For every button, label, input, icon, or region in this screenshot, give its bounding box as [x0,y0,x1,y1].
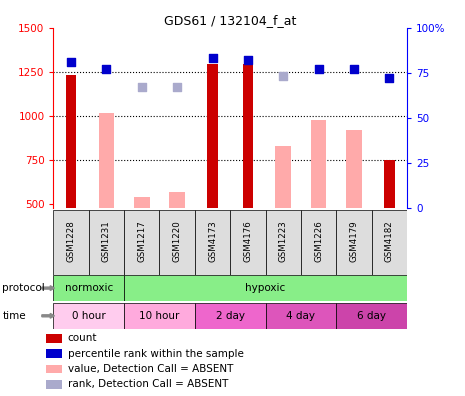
Bar [336,303,407,329]
Text: GSM4179: GSM4179 [349,221,359,262]
Bar [336,210,372,275]
Bar [89,210,124,275]
Text: GSM1220: GSM1220 [173,220,182,262]
Bar [124,210,159,275]
Bar [372,210,407,275]
Point [244,57,252,63]
Text: normoxic: normoxic [65,283,113,293]
Bar [46,334,61,343]
Text: GSM4173: GSM4173 [208,220,217,262]
Bar [384,160,394,208]
Text: GSM1226: GSM1226 [314,220,323,262]
Bar [66,75,76,208]
Bar [230,210,266,275]
Text: 2 day: 2 day [216,311,245,321]
Bar [53,210,89,275]
Text: 0 hour: 0 hour [72,311,106,321]
Point [315,66,322,72]
Text: rank, Detection Call = ABSENT: rank, Detection Call = ABSENT [67,379,228,389]
Point [350,66,358,72]
Bar [243,64,253,208]
Bar [195,303,266,329]
Bar [266,303,336,329]
Bar [275,146,291,208]
Text: value, Detection Call = ABSENT: value, Detection Call = ABSENT [67,364,233,374]
Text: 10 hour: 10 hour [140,311,179,321]
Point [103,66,110,72]
Point [67,59,75,65]
Text: GSM1217: GSM1217 [137,220,146,262]
Bar [346,130,362,208]
Bar [53,303,124,329]
Bar [207,64,218,208]
Text: hypoxic: hypoxic [246,283,286,293]
Text: GSM4182: GSM4182 [385,220,394,262]
Text: GSM1231: GSM1231 [102,220,111,262]
Text: time: time [2,311,26,321]
Text: protocol: protocol [2,283,45,293]
Bar [99,112,114,208]
Point [173,84,181,90]
Bar [53,275,124,301]
Point [138,84,146,90]
Bar [266,210,301,275]
Bar [301,210,336,275]
Bar [46,380,61,388]
Bar [169,192,185,208]
Point [279,73,287,80]
Bar [124,303,195,329]
Text: GSM1228: GSM1228 [66,220,76,262]
Point [209,55,216,61]
Bar [195,210,230,275]
Bar [46,365,61,373]
Bar [124,275,407,301]
Text: 6 day: 6 day [357,311,386,321]
Text: percentile rank within the sample: percentile rank within the sample [67,348,243,359]
Text: GSM1223: GSM1223 [279,220,288,262]
Text: GSM4176: GSM4176 [243,220,252,262]
Title: GDS61 / 132104_f_at: GDS61 / 132104_f_at [164,13,296,27]
Bar [134,197,150,208]
Bar [46,349,61,358]
Point [385,75,393,81]
Text: 4 day: 4 day [286,311,315,321]
Bar [311,120,326,208]
Text: count: count [67,333,97,343]
Bar [159,210,195,275]
